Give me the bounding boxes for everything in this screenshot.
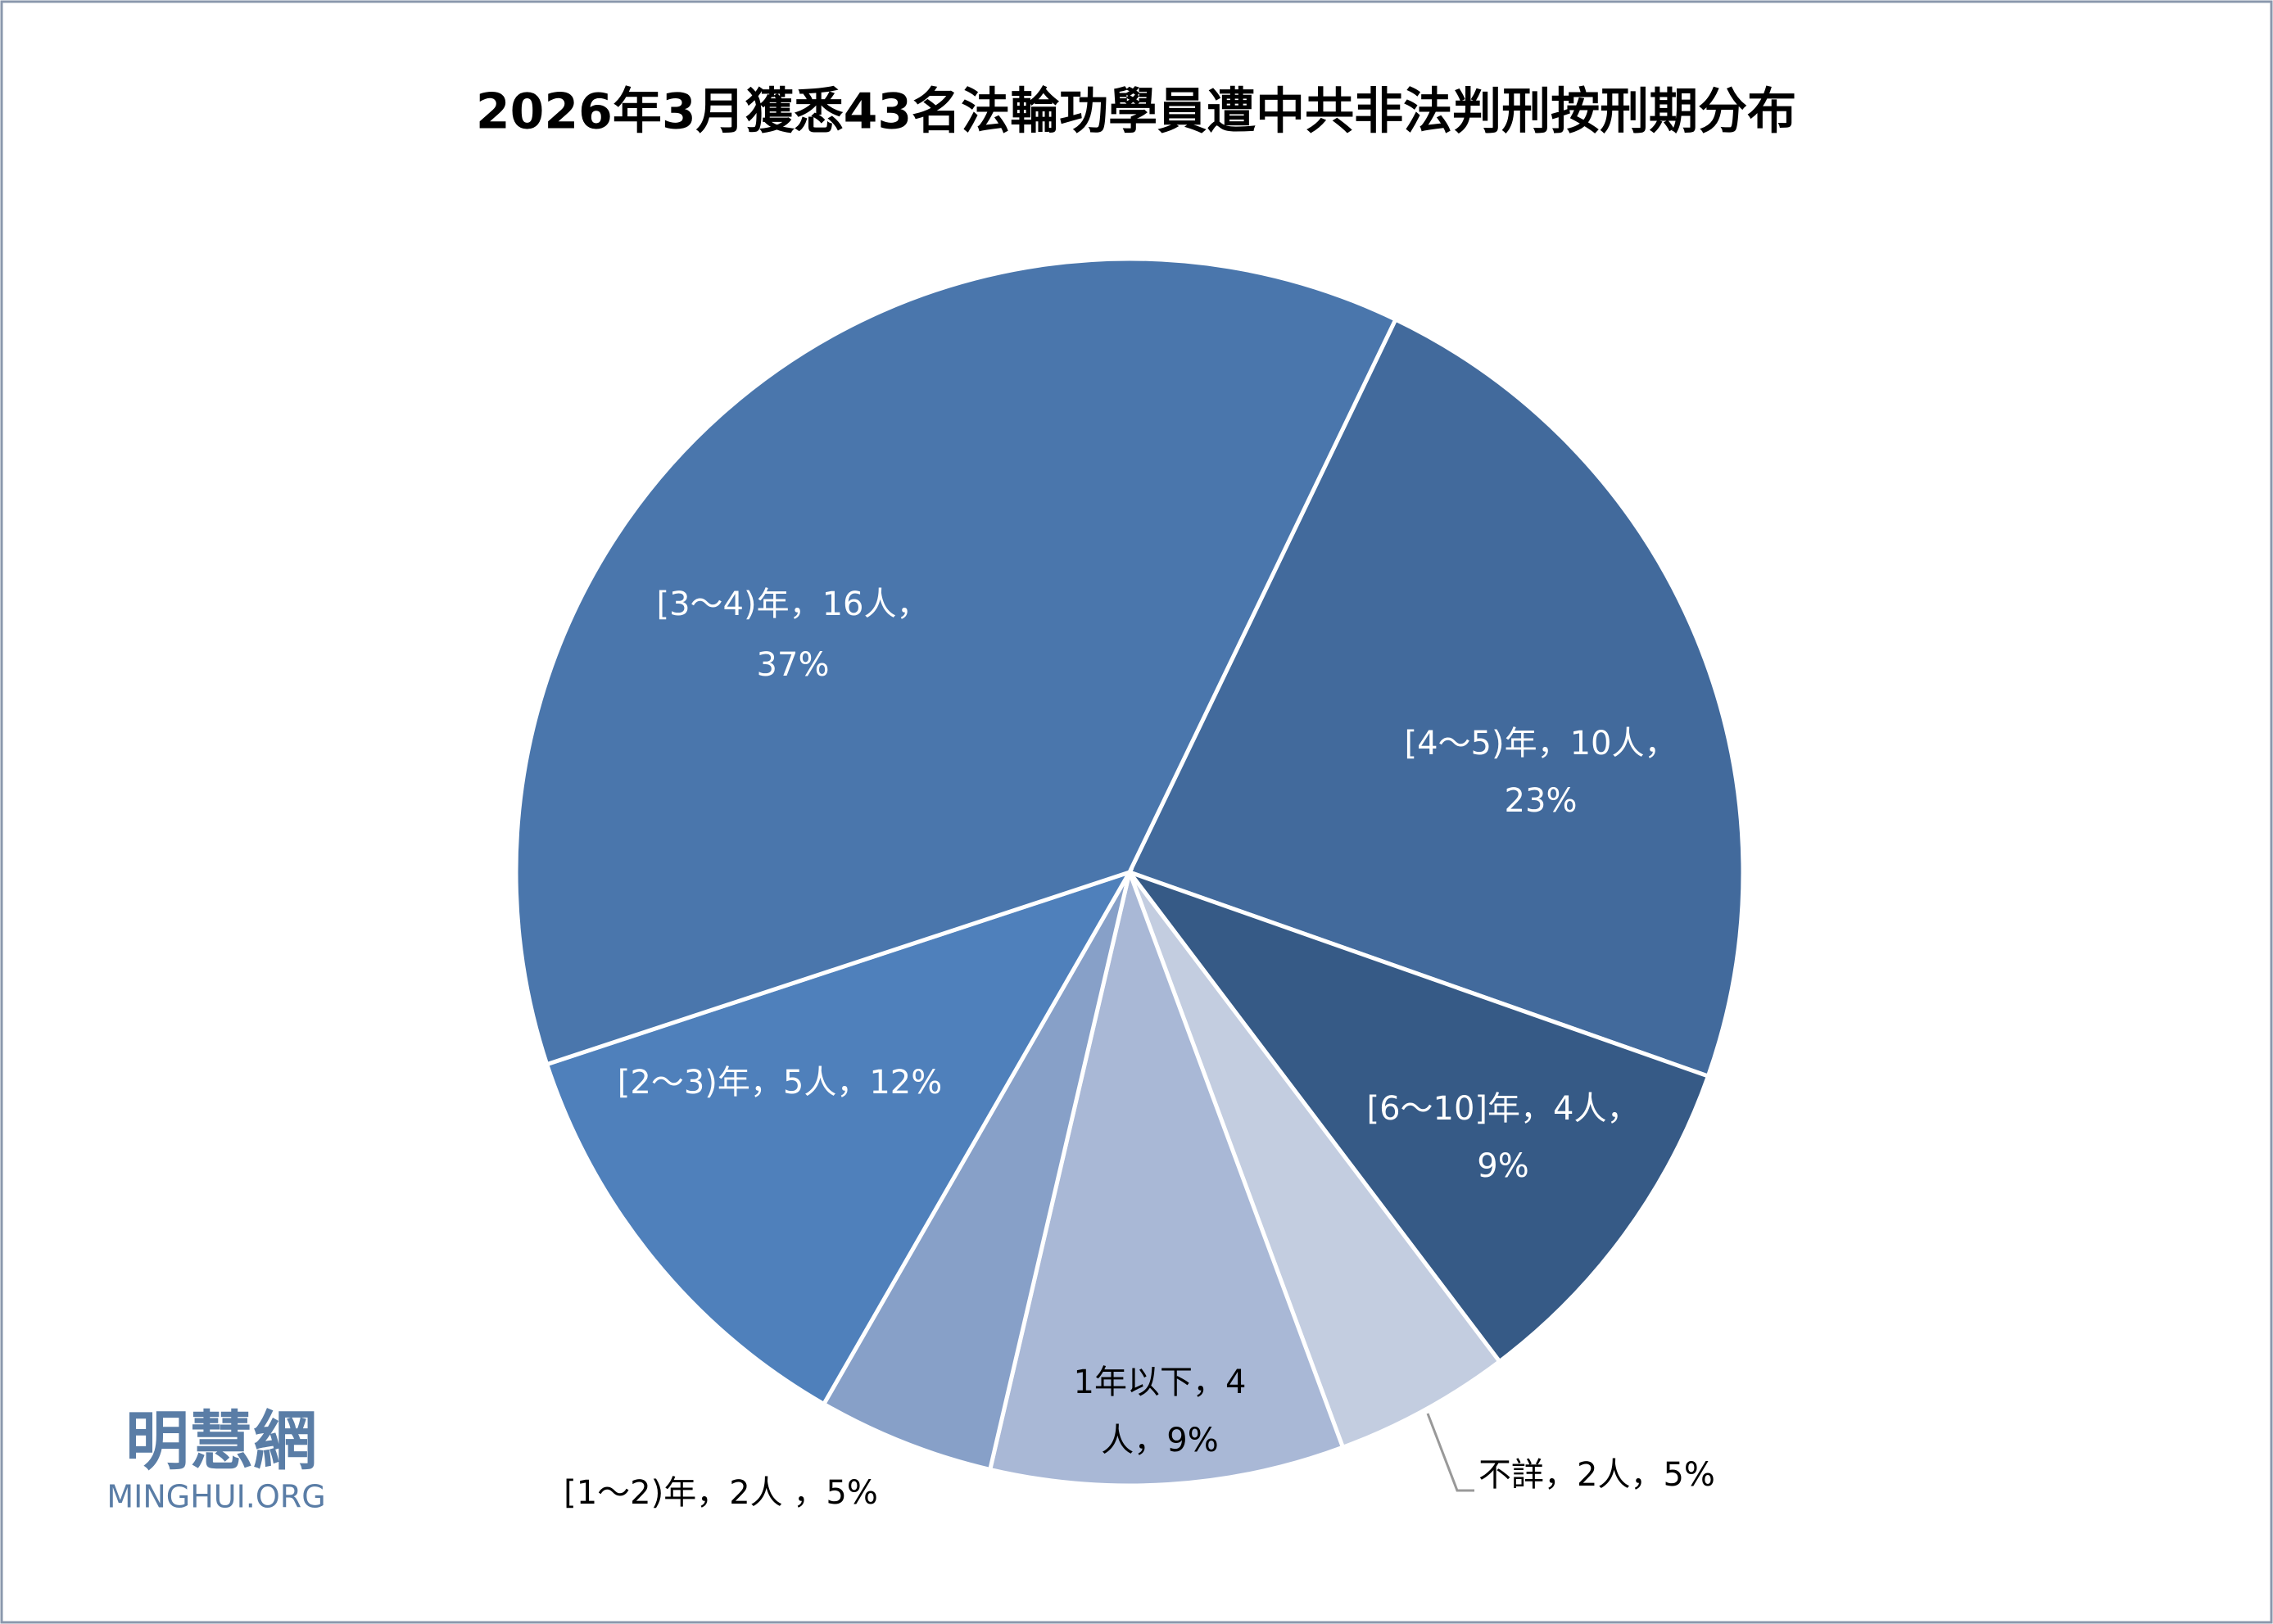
data-label: 9% — [1477, 1147, 1528, 1185]
data-label: 1年以下，4 — [1074, 1364, 1247, 1401]
data-label: [6～10]年，4人， — [1366, 1090, 1639, 1128]
pie-slice — [1126, 316, 1746, 1079]
data-label: [4～5)年，10人， — [1404, 725, 1677, 762]
watermark-site: MINGHUI.ORG — [106, 1479, 325, 1515]
data-label: 37% — [757, 646, 830, 684]
chart-title: 2026年3月獲悉43名法輪功學員遭中共非法判刑按刑期分布 — [476, 84, 1796, 141]
pie-slice — [514, 256, 1399, 1067]
pie-slice — [821, 871, 1132, 1472]
pie-slice — [1127, 871, 1503, 1450]
data-label: 人，9% — [1101, 1422, 1218, 1459]
pie-slice — [1123, 867, 1711, 1364]
data-label: [3～4)年，16人， — [656, 586, 929, 623]
data-label: 不詳，2人，5% — [1478, 1456, 1715, 1494]
data-label: [1～2)年，2人 ，5% — [564, 1474, 878, 1512]
pie-slice — [987, 865, 1346, 1488]
data-label: 23% — [1505, 782, 1578, 820]
watermark-name: 明慧網 — [125, 1405, 317, 1478]
pie-slice — [544, 868, 1134, 1407]
leader-line — [1426, 1413, 1474, 1492]
data-label: [2～3)年，5人，12% — [618, 1064, 942, 1102]
